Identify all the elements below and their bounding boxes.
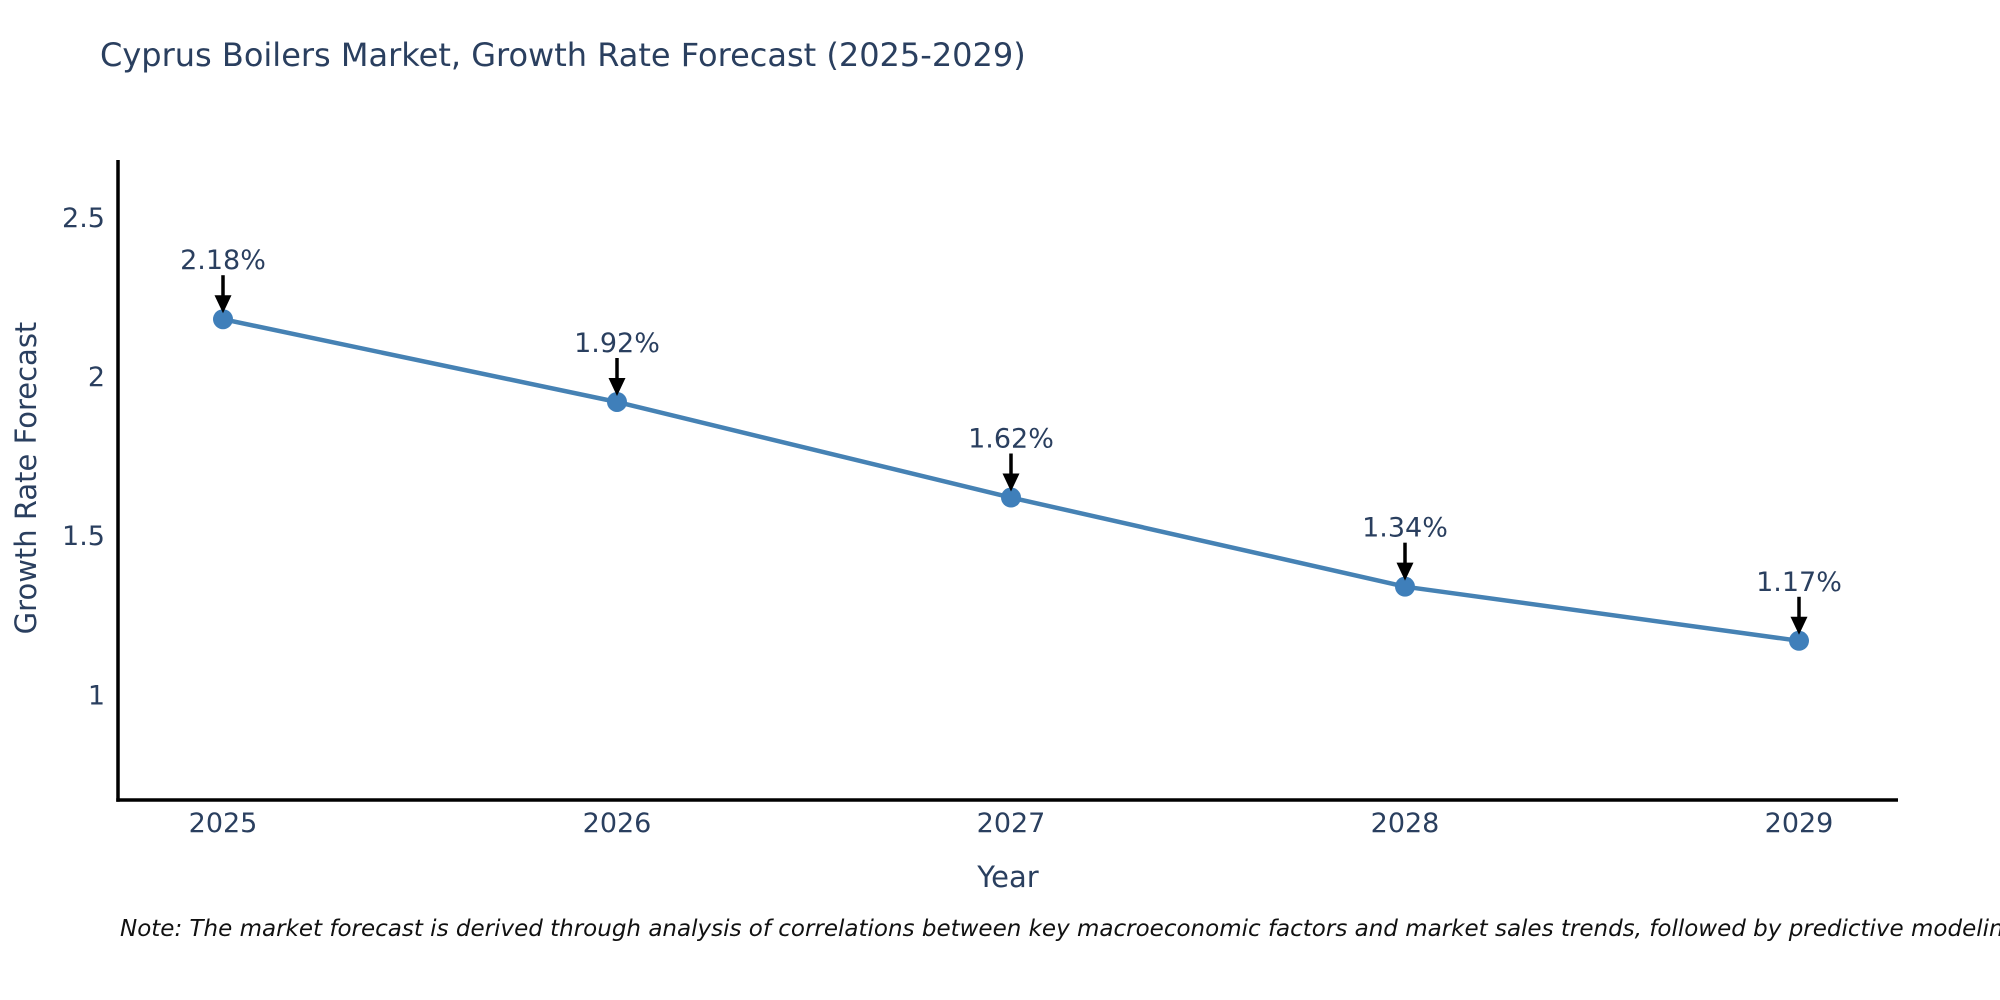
x-axis-title: Year — [977, 860, 1039, 894]
annotation-arrow-head — [1790, 616, 1808, 635]
y-axis-title: Growth Rate Forecast — [9, 321, 43, 635]
footnote: Note: The market forecast is derived thr… — [120, 916, 2000, 942]
x-tick-label: 2029 — [1765, 808, 1834, 839]
y-tick-label: 1.5 — [62, 521, 105, 552]
data-point — [1789, 630, 1809, 651]
y-tick-label: 2 — [88, 362, 105, 393]
chart-title: Cyprus Boilers Market, Growth Rate Forec… — [100, 36, 1026, 74]
annotation-arrow-head — [608, 377, 626, 396]
x-tick-label: 2025 — [189, 808, 258, 839]
annotation-arrow-head — [1396, 562, 1414, 581]
data-point-label: 2.18% — [180, 245, 266, 276]
data-point — [607, 391, 627, 412]
data-point — [1395, 576, 1415, 597]
data-point-label: 1.17% — [1756, 567, 1842, 598]
data-point-label: 1.34% — [1362, 513, 1448, 544]
y-tick-label: 2.5 — [62, 203, 105, 234]
y-tick-label: 1 — [88, 680, 105, 711]
data-point-label: 1.92% — [574, 328, 660, 359]
annotation-arrow-head — [1002, 473, 1020, 492]
data-point — [213, 309, 233, 330]
data-point-label: 1.62% — [968, 424, 1054, 455]
x-tick-label: 2028 — [1371, 808, 1440, 839]
x-tick-label: 2026 — [583, 808, 652, 839]
annotation-arrow-head — [214, 295, 232, 314]
x-tick-label: 2027 — [977, 808, 1046, 839]
data-point — [1001, 487, 1021, 508]
